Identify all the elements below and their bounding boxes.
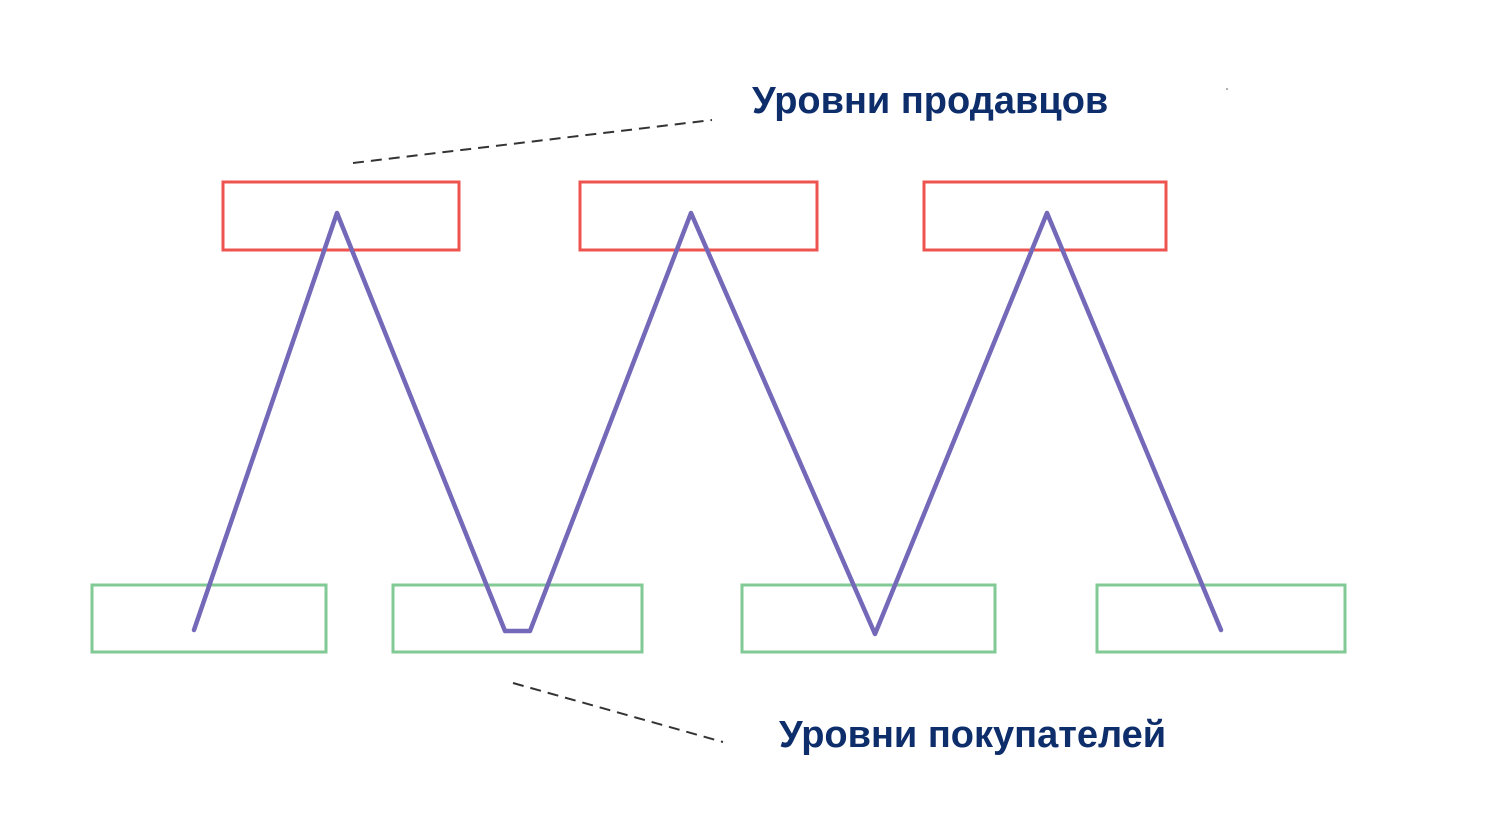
seller-level-box-2 — [580, 182, 817, 250]
price-zigzag-line — [194, 213, 1221, 634]
seller-level-box-1 — [223, 182, 459, 250]
buyers-levels-label: Уровни покупателей — [779, 714, 1166, 756]
buyer-levels — [92, 585, 1345, 652]
buyer-level-box-2 — [393, 585, 642, 652]
sellers-leader-line — [353, 120, 712, 163]
decorative-dot — [1226, 88, 1228, 90]
buyer-level-box-1 — [92, 585, 326, 652]
buyer-level-box-4 — [1097, 585, 1345, 652]
buyers-leader-line — [513, 683, 723, 742]
sellers-levels-label: Уровни продавцов — [752, 80, 1108, 122]
